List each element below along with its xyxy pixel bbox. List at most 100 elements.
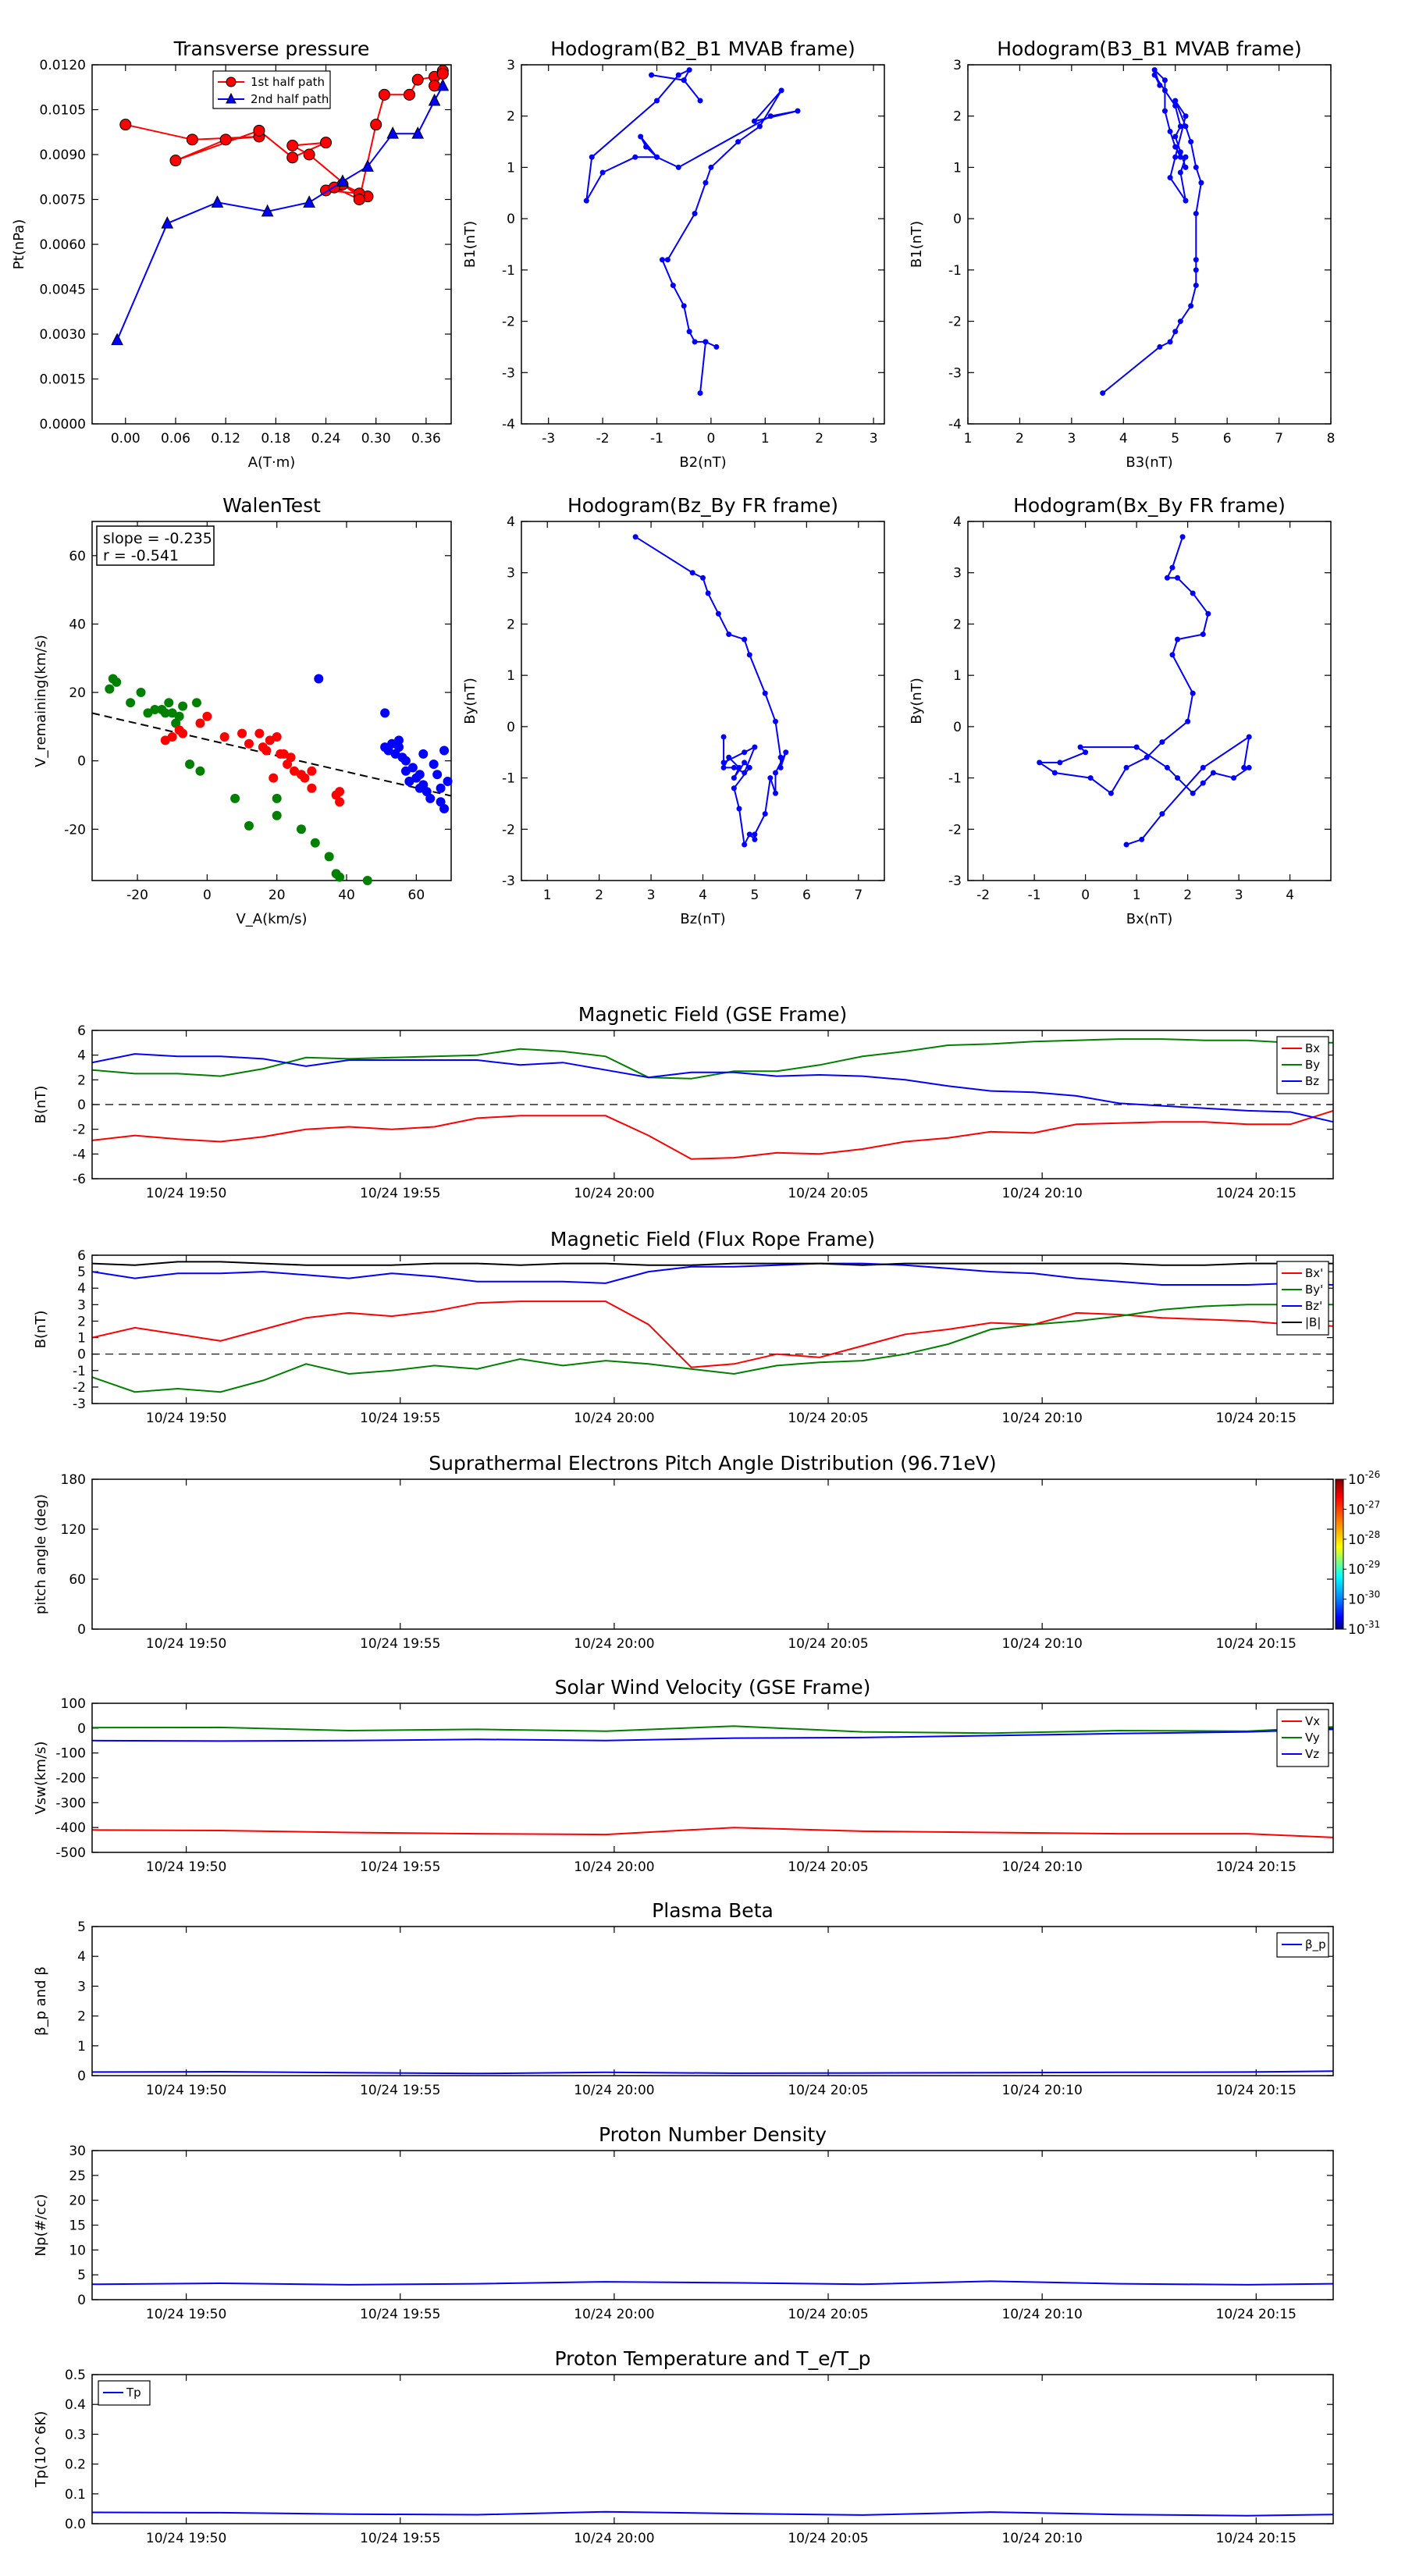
h3-point: [689, 570, 695, 576]
pad-ytick-label: 60: [69, 1572, 86, 1588]
h1-xtick-label: 3: [870, 431, 878, 447]
h3-xtick-label: 2: [595, 888, 603, 903]
walen-point: [261, 745, 272, 756]
walen-point: [335, 787, 345, 797]
tp-ytick-label: 0.0030: [40, 327, 86, 343]
pad-ytick-label: 120: [61, 1522, 86, 1538]
mag_fr-ytick-label: 5: [77, 1265, 86, 1280]
vsw-panel: Solar Wind Velocity (GSE Frame) Vsw(km/s)…: [33, 1676, 1334, 1875]
pad-ylabel: pitch angle (deg): [33, 1494, 49, 1614]
h2-point: [1151, 67, 1158, 73]
walen-point: [244, 820, 254, 831]
tp-xtick-label: 0.00: [111, 431, 140, 447]
mag_fr-title: Magnetic Field (Flux Rope Frame): [550, 1228, 875, 1251]
np-time-tick-label: 10/24 20:00: [574, 2307, 654, 2322]
h3-point: [731, 785, 737, 792]
h4-frame: [967, 521, 1332, 881]
mag_gse-series-by: [91, 1038, 1333, 1080]
h3-point: [720, 734, 727, 740]
walen-point: [244, 738, 254, 749]
h2-point: [1100, 390, 1106, 397]
h1-xtick-label: 0: [706, 431, 715, 447]
pad-time-tick-label: 10/24 20:15: [1216, 1636, 1297, 1652]
h1-ytick-label: 0: [507, 212, 515, 227]
h4-point: [1175, 775, 1181, 781]
tp-point: [219, 133, 232, 146]
walen-point: [195, 766, 205, 776]
walen-point: [307, 766, 317, 776]
h2-panel: -4 -3 -2 -1 0 1 2 3 1 2 3 4 5 6 7 8 Hodogram(B3_B1 MVAB …: [909, 37, 1335, 471]
h3-ytick-label: -2: [502, 822, 515, 838]
vsw-time-tick-label: 10/24 19:55: [360, 1859, 440, 1875]
h2-point: [1193, 267, 1199, 273]
walen-point: [178, 701, 188, 711]
h4-point: [1241, 764, 1247, 770]
h1-ytick-label: -1: [502, 263, 515, 279]
h4-xtick-label: 4: [1286, 888, 1294, 903]
tpp-legend-label: Tp: [126, 2386, 141, 2400]
h2-xtick-label: 5: [1171, 431, 1179, 447]
walen-point: [195, 718, 205, 728]
vsw-frame: [91, 1703, 1334, 1853]
h4-ytick-label: 1: [953, 668, 962, 684]
tp-point: [436, 78, 450, 91]
h4-xtick-label: 2: [1183, 888, 1192, 903]
mag_gse-time-tick-label: 10/24 19:55: [360, 1186, 440, 1201]
h1-point: [735, 139, 742, 145]
h4-point: [1144, 754, 1150, 760]
h1-xtick-label: -3: [542, 431, 555, 447]
walen-point: [160, 735, 170, 745]
tpp-time-tick-label: 10/24 20:15: [1216, 2531, 1297, 2546]
h3-ytick-label: 0: [507, 720, 515, 735]
h2-point: [1188, 303, 1194, 309]
tpp-ytick-label: 0.4: [65, 2397, 86, 2413]
h1-point: [675, 72, 681, 78]
h3-xtick-label: 7: [854, 888, 863, 903]
walen-title: WalenTest: [222, 494, 321, 517]
h1-point: [670, 283, 676, 289]
vsw-time-tick-label: 10/24 19:50: [146, 1859, 226, 1875]
h4-point: [1123, 764, 1129, 770]
walen-xtick-label: 40: [338, 888, 355, 903]
beta-time-tick-label: 10/24 19:50: [146, 2083, 226, 2098]
tp-point: [386, 126, 399, 139]
h4-point: [1200, 632, 1206, 638]
mag_gse-time-tick-label: 10/24 20:10: [1001, 1186, 1082, 1201]
h1-xtick-label: 1: [761, 431, 770, 447]
walen-point: [394, 742, 404, 753]
mag_fr-ytick-label: 4: [77, 1281, 86, 1297]
h4-ytick-label: -1: [948, 771, 962, 787]
h3-point: [715, 610, 721, 617]
walen-point: [324, 852, 334, 862]
tp-ytick-label: 0.0045: [40, 283, 86, 298]
walen-annotation-box: [96, 525, 215, 566]
h3-point: [742, 760, 748, 766]
h2-ytick-label: -4: [948, 417, 962, 432]
walen-point: [439, 804, 450, 813]
tp-point: [286, 151, 299, 164]
h2-point: [1193, 164, 1199, 170]
walen-xtick-label: 60: [408, 888, 425, 903]
beta-title: Plasma Beta: [652, 1899, 774, 1922]
h2-point: [1161, 87, 1168, 94]
tp-point: [286, 140, 299, 151]
h2-frame: [967, 64, 1332, 425]
h3-point: [777, 764, 784, 770]
walen-xtick-label: 20: [269, 888, 286, 903]
h1-frame: [521, 64, 885, 425]
h3-point: [736, 764, 742, 770]
walen-point: [394, 735, 404, 745]
np-ytick-label: 0: [77, 2293, 86, 2308]
walen-ytick-label: 60: [69, 549, 86, 564]
walen-point: [407, 763, 418, 773]
h2-point: [1177, 123, 1183, 130]
mag_gse-ylabel: B(nT): [33, 1086, 49, 1124]
h1-point: [795, 108, 801, 114]
h1-xtick-label: -1: [650, 431, 663, 447]
mag_gse-ytick-label: 2: [77, 1073, 86, 1088]
np-frame: [91, 2150, 1334, 2300]
walen-point: [191, 698, 201, 708]
tpp-time-tick-label: 10/24 19:50: [146, 2531, 226, 2546]
h3-ylabel: By(nT): [462, 678, 478, 724]
tpp-panel: Proton Temperature and T_e/T_p Tp(10^6K) 0…: [33, 2347, 1334, 2546]
